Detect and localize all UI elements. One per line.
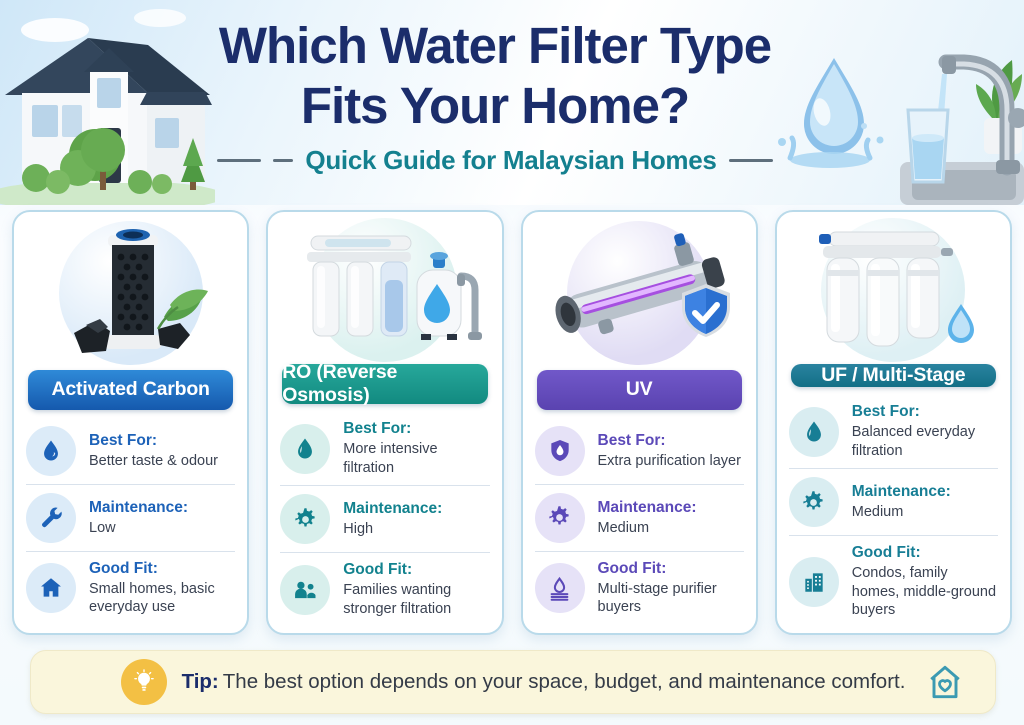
house-illustration xyxy=(0,9,215,205)
faucet-glass-illustration xyxy=(778,54,1024,205)
row-value: Multi-stage purifier buyers xyxy=(597,580,717,616)
row-value: More intensive filtration xyxy=(343,441,438,476)
gear-icon xyxy=(280,494,331,545)
maintenance-row: Maintenance: High xyxy=(280,485,490,552)
best-for-row: Best For: More intensive filtration xyxy=(280,412,489,485)
header: Which Water Filter Type Fits Your Home? … xyxy=(0,0,1024,205)
good-fit-row: Good Fit: Condos, family homes, middle-g… xyxy=(788,535,998,628)
row-value: Low xyxy=(89,519,116,536)
card-title-band: UV xyxy=(536,369,742,410)
carbon-cartridge-image xyxy=(73,228,208,353)
gear-icon xyxy=(788,477,839,528)
subtitle-row: Quick Guide for Malaysian Homes xyxy=(195,145,795,176)
uv-tube-image xyxy=(555,233,731,337)
row-value: Better taste & odour xyxy=(89,452,218,469)
row-label: Good Fit: xyxy=(343,561,413,579)
water-drop-icon xyxy=(280,423,331,474)
card-ro-reverse-osmosis: RO (Reverse Osmosis) Best For: More inte… xyxy=(266,210,504,635)
filter-type-cards: Activated Carbon Best For: Better taste … xyxy=(12,210,1012,635)
buildings-icon xyxy=(788,556,839,607)
water-drop-icon xyxy=(26,425,76,476)
page-title-line1: Which Water Filter Type xyxy=(218,17,772,74)
row-label: Best For: xyxy=(597,431,666,449)
card-activated-carbon: Activated Carbon Best For: Better taste … xyxy=(12,210,250,635)
row-label: Good Fit: xyxy=(597,559,667,577)
best-for-row: Best For: Better taste & odour xyxy=(26,418,235,484)
row-label: Good Fit: xyxy=(89,559,158,577)
wrench-icon xyxy=(26,492,76,543)
shield-drop-icon xyxy=(534,425,585,476)
maintenance-row: Maintenance: Low xyxy=(26,483,236,551)
row-label: Maintenance: xyxy=(89,498,189,516)
row-value: Small homes, basic everyday use xyxy=(89,580,215,616)
row-label: Best For: xyxy=(851,403,920,420)
tip-label: Tip: xyxy=(181,670,219,693)
uf-canisters-image xyxy=(819,231,975,347)
good-fit-row: Good Fit: Families wanting stronger filt… xyxy=(280,552,490,626)
card-detail-rows: Best For: Better taste & odour Maintenan… xyxy=(26,418,236,625)
row-value: Condos, family homes, middle-ground buye… xyxy=(851,565,997,619)
row-value: Families wanting stronger filtration xyxy=(343,582,452,617)
title-block: Which Water Filter Type Fits Your Home? … xyxy=(195,16,795,176)
row-label: Good Fit: xyxy=(851,544,921,562)
tip-text: Tip: The best option depends on your spac… xyxy=(182,670,906,694)
row-value: Extra purification layer xyxy=(597,452,741,469)
maintenance-row: Maintenance: Medium xyxy=(534,483,744,551)
subtitle-dash xyxy=(728,159,773,163)
maintenance-row: Maintenance: Medium xyxy=(788,468,998,535)
best-for-row: Best For: Balanced everyday filtration xyxy=(788,395,998,468)
water-drop-icon xyxy=(788,406,839,457)
lightbulb-icon xyxy=(120,659,167,705)
row-label: Maintenance: xyxy=(597,498,697,516)
row-value: High xyxy=(343,520,374,537)
people-icon xyxy=(280,564,331,615)
carbon-filter-illustration xyxy=(26,218,235,368)
card-detail-rows: Best For: Balanced everyday filtration M… xyxy=(788,395,998,628)
ro-system-illustration xyxy=(280,218,489,362)
row-label: Maintenance: xyxy=(343,499,443,517)
page-title-line2: Fits Your Home? xyxy=(300,76,690,134)
card-title-band: Activated Carbon xyxy=(28,369,234,410)
row-value: Balanced everyday filtration xyxy=(851,424,976,459)
page-subtitle: Quick Guide for Malaysian Homes xyxy=(305,145,717,176)
card-uf-multi-stage: UF / Multi-Stage Best For: Balanced ever… xyxy=(774,210,1012,635)
card-detail-rows: Best For: Extra purification layer Maint… xyxy=(534,418,744,625)
gear-icon xyxy=(534,492,585,543)
good-fit-row: Good Fit: Multi-stage purifier buyers xyxy=(534,550,744,625)
card-title-band: RO (Reverse Osmosis) xyxy=(282,361,488,406)
good-fit-row: Good Fit: Small homes, basic everyday us… xyxy=(26,550,236,625)
tip-body: The best option depends on your space, b… xyxy=(222,670,906,693)
best-for-row: Best For: Extra purification layer xyxy=(534,418,744,484)
uv-sterilizer-illustration xyxy=(535,218,744,368)
row-value: Medium xyxy=(851,503,904,520)
card-detail-rows: Best For: More intensive filtration Main… xyxy=(280,412,490,626)
house-heart-icon xyxy=(930,665,960,699)
row-label: Maintenance: xyxy=(851,482,951,500)
drop-layers-icon xyxy=(534,563,585,614)
card-title-band: UF / Multi-Stage xyxy=(790,364,996,387)
row-label: Best For: xyxy=(343,420,412,437)
tip-bar: Tip: The best option depends on your spac… xyxy=(30,650,996,714)
card-uv: UV Best For: Extra purification layer xyxy=(520,210,758,635)
subtitle-dash xyxy=(217,159,262,163)
uf-filter-illustration xyxy=(789,218,998,362)
subtitle-dash xyxy=(273,159,294,163)
house-icon xyxy=(26,563,76,614)
row-label: Best For: xyxy=(89,431,158,449)
row-value: Medium xyxy=(597,519,650,536)
ro-system-image xyxy=(306,235,482,340)
